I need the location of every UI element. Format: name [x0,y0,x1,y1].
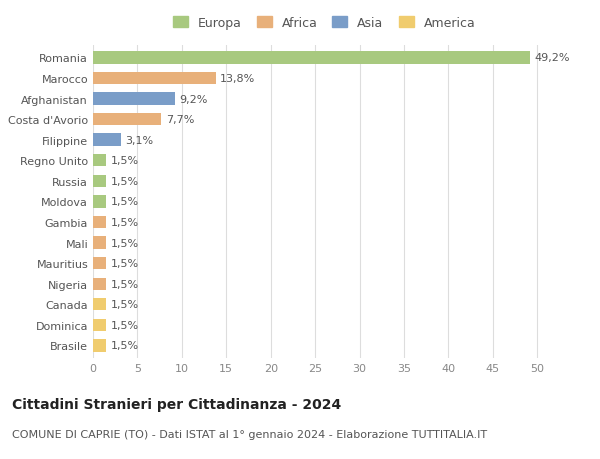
Text: 1,5%: 1,5% [111,238,139,248]
Bar [93,319,106,331]
Text: 1,5%: 1,5% [111,341,139,351]
Text: 49,2%: 49,2% [535,53,570,63]
Bar [93,73,215,85]
Text: 3,1%: 3,1% [125,135,153,146]
Bar [93,175,106,188]
Text: 1,5%: 1,5% [111,197,139,207]
Text: Cittadini Stranieri per Cittadinanza - 2024: Cittadini Stranieri per Cittadinanza - 2… [12,397,341,411]
Text: 1,5%: 1,5% [111,320,139,330]
Bar [93,196,106,208]
Bar [93,52,530,64]
Text: 1,5%: 1,5% [111,300,139,310]
Bar [93,216,106,229]
Bar [93,155,106,167]
Legend: Europa, Africa, Asia, America: Europa, Africa, Asia, America [169,13,479,34]
Text: 1,5%: 1,5% [111,279,139,289]
Bar [93,93,175,106]
Bar [93,278,106,290]
Text: 1,5%: 1,5% [111,218,139,228]
Text: 1,5%: 1,5% [111,156,139,166]
Bar [93,114,161,126]
Bar [93,134,121,146]
Bar [93,340,106,352]
Text: 13,8%: 13,8% [220,74,256,84]
Bar [93,257,106,270]
Text: COMUNE DI CAPRIE (TO) - Dati ISTAT al 1° gennaio 2024 - Elaborazione TUTTITALIA.: COMUNE DI CAPRIE (TO) - Dati ISTAT al 1°… [12,429,487,439]
Text: 1,5%: 1,5% [111,176,139,186]
Text: 1,5%: 1,5% [111,258,139,269]
Bar [93,298,106,311]
Text: 9,2%: 9,2% [179,94,208,104]
Text: 7,7%: 7,7% [166,115,194,125]
Bar [93,237,106,249]
